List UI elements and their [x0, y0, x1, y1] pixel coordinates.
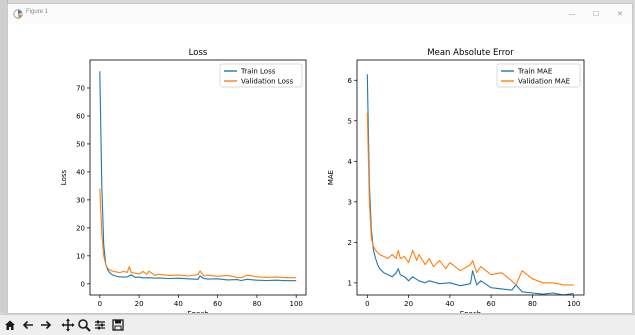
- y-tick-label: 1: [348, 279, 352, 287]
- x-tick-label: 80: [528, 300, 537, 308]
- forward-icon: [41, 320, 52, 330]
- save-button[interactable]: [110, 317, 126, 333]
- legend-box: [496, 63, 581, 88]
- series-line-validation: [366, 112, 574, 286]
- home-button[interactable]: [2, 317, 18, 333]
- navigation-toolbar: [0, 314, 635, 335]
- legend-box: [219, 63, 303, 88]
- axes-frame: [356, 59, 585, 296]
- x-tick-label: 20: [404, 300, 413, 308]
- mae-chart: 0 20 40 60 80 100 1 2 3 4 5 6 Mean Absolute Error Epo…: [327, 48, 585, 313]
- title-bar[interactable]: Figure 1 — ☐ ✕: [8, 4, 632, 24]
- pan-icon: [61, 318, 75, 332]
- x-axis-label: Epoch: [460, 310, 481, 313]
- legend-label: Validation MAE: [518, 78, 570, 86]
- x-tick-label: 40: [445, 300, 454, 308]
- series-line-validation: [99, 188, 297, 279]
- maximize-button[interactable]: ☐: [592, 10, 600, 18]
- legend: Train MAE Validation MAE: [496, 63, 581, 88]
- loss-chart: 0 20 40 60 80 100 0 10 20 30 40 50 60 70 Loss Epoch Loss…: [60, 48, 307, 313]
- forward-button[interactable]: [38, 317, 54, 333]
- home-icon: [5, 320, 15, 330]
- subplots-icon: [95, 320, 105, 330]
- y-tick-label: 20: [76, 224, 85, 232]
- y-axis-label: MAE: [327, 170, 335, 185]
- chart-title: Mean Absolute Error: [427, 48, 514, 58]
- x-tick-label: 40: [174, 300, 183, 308]
- x-tick-label: 60: [213, 300, 222, 308]
- y-tick-label: 2: [348, 239, 352, 247]
- figure-canvas: 020406080100010203040506070LossEpochLoss…: [60, 48, 585, 313]
- configure-subplots-button[interactable]: [92, 317, 108, 333]
- y-tick-label: 60: [76, 112, 85, 120]
- y-tick-label: 10: [76, 252, 85, 260]
- series-line-train: [99, 71, 297, 282]
- window-title: Figure 1: [26, 9, 49, 15]
- close-button[interactable]: ✕: [617, 10, 623, 18]
- y-tick-label: 70: [76, 84, 85, 92]
- x-tick-label: 100: [567, 300, 580, 308]
- x-tick-label: 0: [365, 300, 369, 308]
- chart-title: Loss: [189, 48, 208, 58]
- x-tick-label: 100: [289, 300, 302, 308]
- x-tick-label: 0: [98, 300, 102, 308]
- minimize-button[interactable]: —: [568, 10, 576, 18]
- y-tick-label: 6: [348, 77, 353, 85]
- legend-label: Train MAE: [517, 68, 552, 76]
- y-tick-label: 3: [348, 198, 352, 206]
- back-button[interactable]: [20, 317, 36, 333]
- x-tick-label: 60: [487, 300, 496, 308]
- y-tick-label: 4: [348, 158, 353, 166]
- figure-window: Figure 1 — ☐ ✕ 0 20 40 60 80 100 0 10 20 30 40 50 60…: [7, 3, 633, 314]
- x-tick-label: 80: [252, 300, 261, 308]
- save-icon: [112, 319, 124, 331]
- zoom-icon: [78, 319, 91, 332]
- zoom-button[interactable]: [76, 317, 92, 333]
- matplotlib-logo-icon: [13, 9, 23, 19]
- y-axis-label: Loss: [60, 169, 68, 185]
- pan-button[interactable]: [60, 317, 76, 333]
- y-tick-label: 5: [348, 117, 352, 125]
- axes-frame: [89, 59, 307, 296]
- x-tick-label: 20: [135, 300, 144, 308]
- series-line-train: [366, 74, 574, 296]
- y-tick-label: 30: [76, 196, 85, 204]
- y-tick-label: 0: [81, 280, 85, 288]
- legend-label: Validation Loss: [241, 78, 293, 86]
- y-tick-label: 50: [76, 140, 85, 148]
- y-tick-label: 40: [76, 168, 85, 176]
- x-axis-label: Epoch: [187, 310, 208, 313]
- legend-label: Train Loss: [240, 68, 276, 76]
- legend: Train Loss Validation Loss: [219, 63, 303, 88]
- back-icon: [22, 320, 33, 330]
